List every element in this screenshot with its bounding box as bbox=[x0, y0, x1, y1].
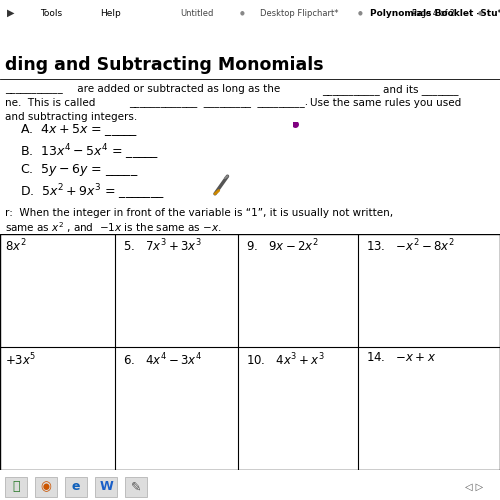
Text: ___________: ___________ bbox=[5, 84, 63, 94]
Text: A.  $4x + 5x$ = _____: A. $4x + 5x$ = _____ bbox=[20, 122, 138, 138]
Text: Polynomials Booklet -Stu*: Polynomials Booklet -Stu* bbox=[370, 8, 500, 18]
Text: Untitled: Untitled bbox=[180, 8, 214, 18]
Text: Help: Help bbox=[100, 8, 121, 18]
Text: W: W bbox=[99, 480, 113, 494]
Text: Use the same rules you used: Use the same rules you used bbox=[310, 98, 461, 108]
Text: ◁ ▷: ◁ ▷ bbox=[465, 482, 483, 492]
Text: ◉: ◉ bbox=[40, 480, 52, 494]
Text: 14.   $-x + x$: 14. $-x + x$ bbox=[366, 352, 436, 364]
Text: $+ 3x^5$: $+ 3x^5$ bbox=[5, 352, 36, 368]
Text: 9.   $9x - 2x^2$: 9. $9x - 2x^2$ bbox=[246, 238, 318, 254]
Text: ne.  This is called: ne. This is called bbox=[5, 98, 96, 108]
Text: C.  $5y - 6y$ = _____: C. $5y - 6y$ = _____ bbox=[20, 162, 138, 178]
Text: r:  When the integer in front of the variable is “1”, it is usually not written,: r: When the integer in front of the vari… bbox=[5, 208, 393, 218]
Text: 10.   $4x^3 + x^3$: 10. $4x^3 + x^3$ bbox=[246, 352, 325, 368]
Text: and subtracting integers.: and subtracting integers. bbox=[5, 112, 137, 122]
Text: $8x^2$: $8x^2$ bbox=[5, 238, 26, 254]
Text: ●: ● bbox=[358, 10, 362, 16]
Text: ▶: ▶ bbox=[7, 8, 14, 18]
Text: e: e bbox=[72, 480, 80, 494]
Text: ding and Subtracting Monomials: ding and Subtracting Monomials bbox=[5, 56, 324, 74]
Text: 🏠: 🏠 bbox=[12, 480, 20, 494]
Text: ✎: ✎ bbox=[131, 480, 141, 494]
Text: ●: ● bbox=[478, 10, 483, 16]
Text: are added or subtracted as long as the: are added or subtracted as long as the bbox=[74, 84, 280, 94]
Text: Tools: Tools bbox=[40, 8, 62, 18]
Text: Desktop Flipchart*: Desktop Flipchart* bbox=[260, 8, 338, 18]
Text: Page 4 of 2: Page 4 of 2 bbox=[412, 8, 455, 18]
Text: _____________  _________  _________.: _____________ _________ _________. bbox=[129, 98, 308, 108]
Text: B.  $13x^4 - 5x^4$ = _____: B. $13x^4 - 5x^4$ = _____ bbox=[20, 142, 160, 162]
Text: D.  $5x^2 + 9x^3$ = _______: D. $5x^2 + 9x^3$ = _______ bbox=[20, 182, 165, 202]
Text: same as $x^2$ , and  $-1x$ is the same as $-x$.: same as $x^2$ , and $-1x$ is the same as… bbox=[5, 220, 222, 235]
Text: 13.   $-x^2 - 8x^2$: 13. $-x^2 - 8x^2$ bbox=[366, 238, 454, 254]
Text: 6.   $4x^4 - 3x^4$: 6. $4x^4 - 3x^4$ bbox=[123, 352, 202, 368]
Text: 5.   $7x^3 + 3x^3$: 5. $7x^3 + 3x^3$ bbox=[123, 238, 202, 254]
Text: ___________ and its _______: ___________ and its _______ bbox=[322, 84, 459, 95]
Text: ●: ● bbox=[240, 10, 245, 16]
